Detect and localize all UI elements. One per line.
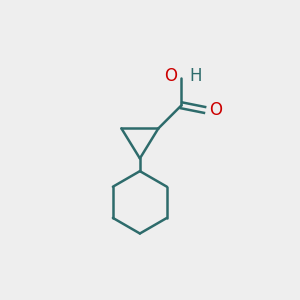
Text: O: O <box>209 101 222 119</box>
Text: H: H <box>190 68 202 85</box>
Text: O: O <box>164 68 177 85</box>
